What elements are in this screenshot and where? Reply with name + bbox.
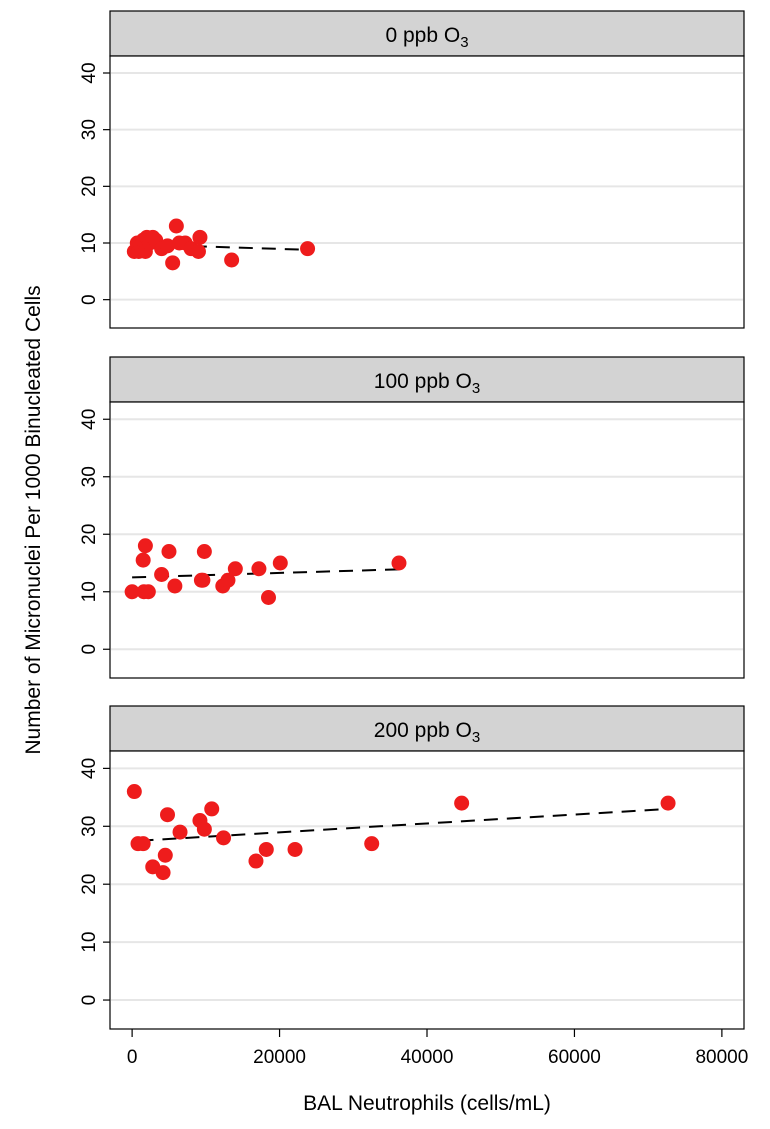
panel-0ppb-y-tick-label-0: 0 bbox=[79, 294, 100, 305]
panel-200ppb-fit bbox=[139, 807, 669, 842]
panel-100ppb-point-3 bbox=[137, 538, 153, 554]
panel-200ppb-label-text: 200 ppb O bbox=[374, 719, 472, 742]
panel-100ppb-points bbox=[124, 538, 407, 605]
panel-200ppb-point-0 bbox=[126, 784, 142, 800]
panel-0ppb: 0 ppb O3 0 10 20 30 40 bbox=[79, 10, 745, 329]
panel-200ppb-strip bbox=[109, 705, 745, 752]
panel-0ppb-point-18 bbox=[192, 229, 208, 245]
x-axis: 0 20000 40000 60000 80000 bbox=[127, 1029, 748, 1068]
panel-200ppb-grid bbox=[111, 767, 743, 1002]
panel-0ppb-point-12 bbox=[165, 255, 181, 271]
panel-200ppb-y-tick-label-0: 0 bbox=[79, 995, 100, 1006]
panel-200ppb: 200 ppb O3 0 10 20 30 40 bbox=[79, 705, 745, 1030]
panel-200ppb-point-4 bbox=[155, 865, 171, 881]
panel-0ppb-plot-area bbox=[109, 55, 745, 329]
panel-200ppb-strip-label: 200 ppb O3 bbox=[374, 719, 480, 746]
panel-0ppb-y-tick-label-20: 20 bbox=[79, 176, 100, 197]
panel-0ppb-y-tick-label-10: 10 bbox=[79, 232, 100, 253]
panel-100ppb-plot-area bbox=[109, 401, 745, 679]
panel-200ppb-y-axis: 0 10 20 30 40 bbox=[79, 758, 110, 1006]
panel-0ppb-points bbox=[126, 218, 316, 271]
x-axis-title: BAL Neutrophils (cells/mL) bbox=[303, 1092, 551, 1115]
panel-0ppb-label-subscript: 3 bbox=[460, 34, 468, 51]
panel-200ppb-fit-line bbox=[139, 807, 669, 842]
panel-100ppb-y-tick-label-0: 0 bbox=[79, 644, 100, 655]
panel-200ppb-y-tick-label-20: 20 bbox=[79, 874, 100, 895]
panel-200ppb-point-5 bbox=[157, 847, 173, 863]
panel-0ppb-point-17 bbox=[190, 244, 206, 259]
panel-100ppb-y-tick-label-40: 40 bbox=[79, 409, 100, 430]
panel-100ppb-grid bbox=[111, 418, 743, 651]
panel-100ppb-label-subscript: 3 bbox=[472, 380, 480, 397]
panel-0ppb-label-text: 0 ppb O bbox=[385, 24, 460, 47]
panel-200ppb-point-17 bbox=[660, 795, 676, 811]
panel-100ppb-point-1 bbox=[135, 552, 151, 568]
panel-0ppb-point-20 bbox=[300, 241, 316, 257]
panel-200ppb-point-10 bbox=[204, 801, 220, 817]
panel-200ppb-y-tick-label-10: 10 bbox=[79, 932, 100, 953]
y-axis-title: Number of Micronuclei Per 1000 Binucleat… bbox=[22, 285, 45, 754]
panel-200ppb-point-12 bbox=[248, 853, 264, 869]
panel-100ppb-point-5 bbox=[154, 567, 170, 582]
panel-200ppb-y-tick-label-40: 40 bbox=[79, 758, 100, 779]
panel-200ppb-point-13 bbox=[258, 841, 274, 857]
x-tick-label-20000: 20000 bbox=[253, 1047, 306, 1068]
panel-200ppb-point-11 bbox=[216, 830, 232, 846]
panel-100ppb-y-tick-label-20: 20 bbox=[79, 524, 100, 545]
panel-0ppb-y-tick-label-40: 40 bbox=[79, 62, 100, 83]
panel-100ppb-point-6 bbox=[161, 544, 177, 559]
panel-100ppb-point-14 bbox=[251, 561, 267, 577]
panel-100ppb-point-13 bbox=[227, 561, 243, 577]
panel-100ppb-point-17 bbox=[391, 555, 407, 571]
panel-0ppb-y-axis: 0 10 20 30 40 bbox=[79, 62, 110, 305]
panel-100ppb-point-12 bbox=[220, 572, 236, 588]
panel-200ppb-plot-area bbox=[109, 750, 745, 1030]
panel-200ppb-label-subscript: 3 bbox=[472, 729, 480, 746]
panel-100ppb-point-15 bbox=[261, 590, 276, 605]
panel-200ppb-point-9 bbox=[196, 821, 212, 837]
panel-200ppb-point-6 bbox=[160, 807, 176, 823]
panel-200ppb-points bbox=[126, 784, 676, 881]
panel-100ppb-y-tick-label-10: 10 bbox=[79, 581, 100, 602]
panel-200ppb-point-15 bbox=[364, 836, 380, 852]
panel-100ppb-point-10 bbox=[196, 544, 212, 559]
panel-100ppb-y-axis: 0 10 20 30 40 bbox=[79, 409, 110, 655]
panel-100ppb-point-9 bbox=[195, 572, 211, 588]
panel-100ppb-label-text: 100 ppb O bbox=[374, 370, 472, 393]
panel-200ppb-point-7 bbox=[172, 824, 188, 840]
x-tick-label-60000: 60000 bbox=[548, 1047, 601, 1068]
panel-100ppb-y-tick-label-30: 30 bbox=[79, 466, 100, 487]
panel-200ppb-point-14 bbox=[287, 841, 303, 857]
panel-200ppb-y-tick-label-30: 30 bbox=[79, 816, 100, 837]
panel-0ppb-point-11 bbox=[160, 238, 176, 254]
panel-100ppb-point-16 bbox=[272, 555, 288, 571]
panel-200ppb-point-2 bbox=[135, 836, 151, 852]
panel-100ppb: 100 ppb O3 0 10 20 30 40 bbox=[79, 356, 745, 679]
panel-100ppb-point-0 bbox=[124, 584, 140, 600]
panel-0ppb-point-19 bbox=[224, 252, 240, 268]
panel-200ppb-point-16 bbox=[454, 795, 470, 811]
panel-0ppb-strip bbox=[109, 10, 745, 57]
x-tick-label-40000: 40000 bbox=[401, 1047, 454, 1068]
panel-0ppb-point-13 bbox=[168, 218, 184, 234]
panel-100ppb-strip-label: 100 ppb O3 bbox=[374, 370, 480, 397]
panel-0ppb-strip-label: 0 ppb O3 bbox=[385, 24, 468, 51]
panel-0ppb-grid bbox=[111, 72, 743, 301]
panel-100ppb-point-7 bbox=[167, 578, 183, 594]
panel-100ppb-strip bbox=[109, 356, 745, 403]
panel-100ppb-point-4 bbox=[140, 584, 156, 600]
x-tick-label-0: 0 bbox=[127, 1047, 138, 1068]
x-tick-label-80000: 80000 bbox=[695, 1047, 748, 1068]
panel-0ppb-y-tick-label-30: 30 bbox=[79, 119, 100, 140]
